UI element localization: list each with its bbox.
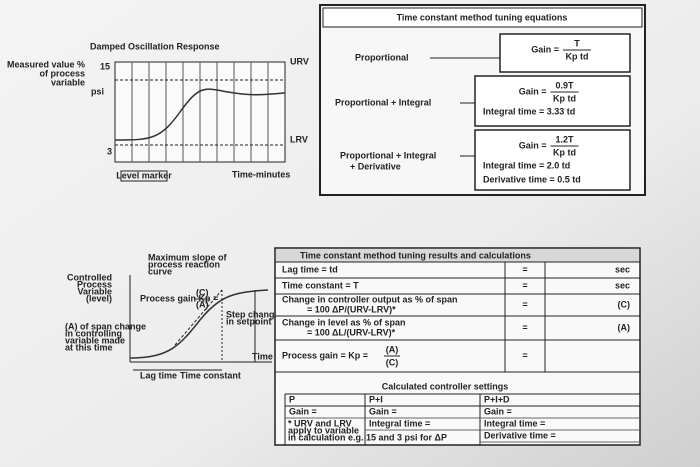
row-label: Change in controller output as % of span — [282, 294, 458, 304]
row-equals: = — [522, 264, 527, 274]
y-axis-label: Controlled — [67, 272, 112, 282]
mode-label: Proportional — [355, 52, 409, 62]
row-label: Lag time = td — [282, 264, 338, 274]
row-label: Change in level as % of span — [282, 317, 406, 327]
span-note: in controlling — [65, 328, 122, 338]
setting-line: Derivative time = — [484, 430, 556, 440]
lag-label: Lag time — [140, 370, 177, 380]
row-label: = 100 ΔP/(URV-LRV)* — [307, 304, 396, 314]
results-table — [274, 247, 641, 446]
equation-line: Derivative time = 0.5 td — [483, 174, 581, 184]
gain-numerator: 0.9T — [555, 80, 574, 90]
equation-box — [474, 75, 631, 127]
gain-lead: Gain = — [531, 44, 559, 54]
gain-denominator: Kp td — [566, 51, 589, 61]
equation-box — [499, 33, 631, 73]
row-unit: (C) — [618, 299, 631, 309]
footnote: in calculation e.g. 15 and 3 psi for ΔP — [288, 432, 447, 442]
row-label: Time constant = T — [282, 280, 359, 290]
mode-label: Proportional + Integral — [340, 150, 436, 160]
equations-title: Time constant method tuning equations — [397, 12, 568, 22]
slope-note: curve — [148, 266, 172, 276]
row-unit: sec — [615, 264, 630, 274]
x-axis-label: Time-minutes — [232, 169, 290, 179]
setting-line: Gain = — [369, 406, 397, 416]
y-mark: psi — [91, 86, 104, 96]
y-axis-label: Measured value % — [7, 59, 85, 69]
marker-label: Level marker — [116, 170, 172, 180]
row-equals: = — [522, 322, 527, 332]
slope-note: process reaction — [148, 259, 220, 269]
y-mark: 3 — [107, 146, 112, 156]
y-axis-label: of process — [39, 68, 85, 78]
time-constant-label: Time constant — [180, 370, 241, 380]
y-axis-label: Process — [77, 279, 112, 289]
range-mark: URV — [290, 56, 309, 66]
y-axis-label: variable — [51, 77, 85, 87]
equation-box — [474, 129, 631, 191]
row-label: = 100 ΔL/(URV-LRV)* — [307, 327, 396, 337]
footnote: apply to variable — [288, 425, 359, 435]
graph-title: Damped Oscillation Response — [90, 41, 220, 51]
gain-denominator: Kp td — [553, 147, 576, 157]
row-equals: = — [522, 350, 527, 360]
gain-numerator: (A) — [386, 344, 399, 354]
step-note: in setpoint — [226, 316, 272, 326]
equation-line: Integral time = 2.0 td — [483, 160, 570, 170]
y-mark: 15 — [100, 61, 110, 71]
gain-numerator: 1.2T — [555, 134, 574, 144]
slope-line — [174, 289, 223, 346]
marker-box — [120, 170, 168, 182]
span-note: variable made — [65, 335, 125, 345]
column-head: P+I+D — [484, 394, 510, 404]
gain-note: Process gain Kp = — [140, 293, 218, 303]
reaction-curve — [129, 289, 269, 359]
setting-line: Gain = — [484, 406, 512, 416]
equations-title-bar — [322, 7, 643, 28]
mode-label: Proportional + Integral — [335, 97, 431, 107]
span-note: at this time — [65, 342, 113, 352]
row-equals: = — [522, 299, 527, 309]
table-title-bar — [276, 249, 639, 262]
setting-line: Integral time = — [369, 418, 430, 428]
setting-line: Gain = — [289, 406, 317, 416]
span-note: (A) of span change — [65, 321, 146, 331]
gain-denominator: (A) — [196, 299, 209, 309]
row-unit: (A) — [618, 322, 631, 332]
step-note: Step change — [226, 309, 280, 319]
footnote: * URV and LRV — [288, 418, 352, 428]
x-axis-label: Time — [252, 351, 273, 361]
row-label: Process gain = Kp = — [282, 350, 368, 360]
gain-numerator: (C) — [196, 287, 209, 297]
gain-numerator: T — [574, 38, 580, 48]
gain-denominator: (C) — [386, 357, 399, 367]
setting-line: Integral time = — [484, 418, 545, 428]
gain-denominator: Kp td — [553, 93, 576, 103]
y-axis-label: (level) — [86, 293, 112, 303]
gain-lead: Gain = — [519, 140, 547, 150]
row-unit: sec — [615, 280, 630, 290]
mode-label: + Derivative — [350, 161, 401, 171]
row-equals: = — [522, 280, 527, 290]
column-head: P+I — [369, 394, 383, 404]
settings-title: Calculated controller settings — [382, 381, 509, 391]
gain-lead: Gain = — [519, 86, 547, 96]
column-head: P — [289, 394, 295, 404]
range-mark: LRV — [290, 134, 308, 144]
slope-note: Maximum slope of — [148, 252, 228, 262]
equation-line: Integral time = 3.33 td — [483, 106, 575, 116]
table-title: Time constant method tuning results and … — [300, 250, 531, 260]
response-curve — [114, 88, 286, 141]
y-axis-label: Variable — [77, 286, 112, 296]
